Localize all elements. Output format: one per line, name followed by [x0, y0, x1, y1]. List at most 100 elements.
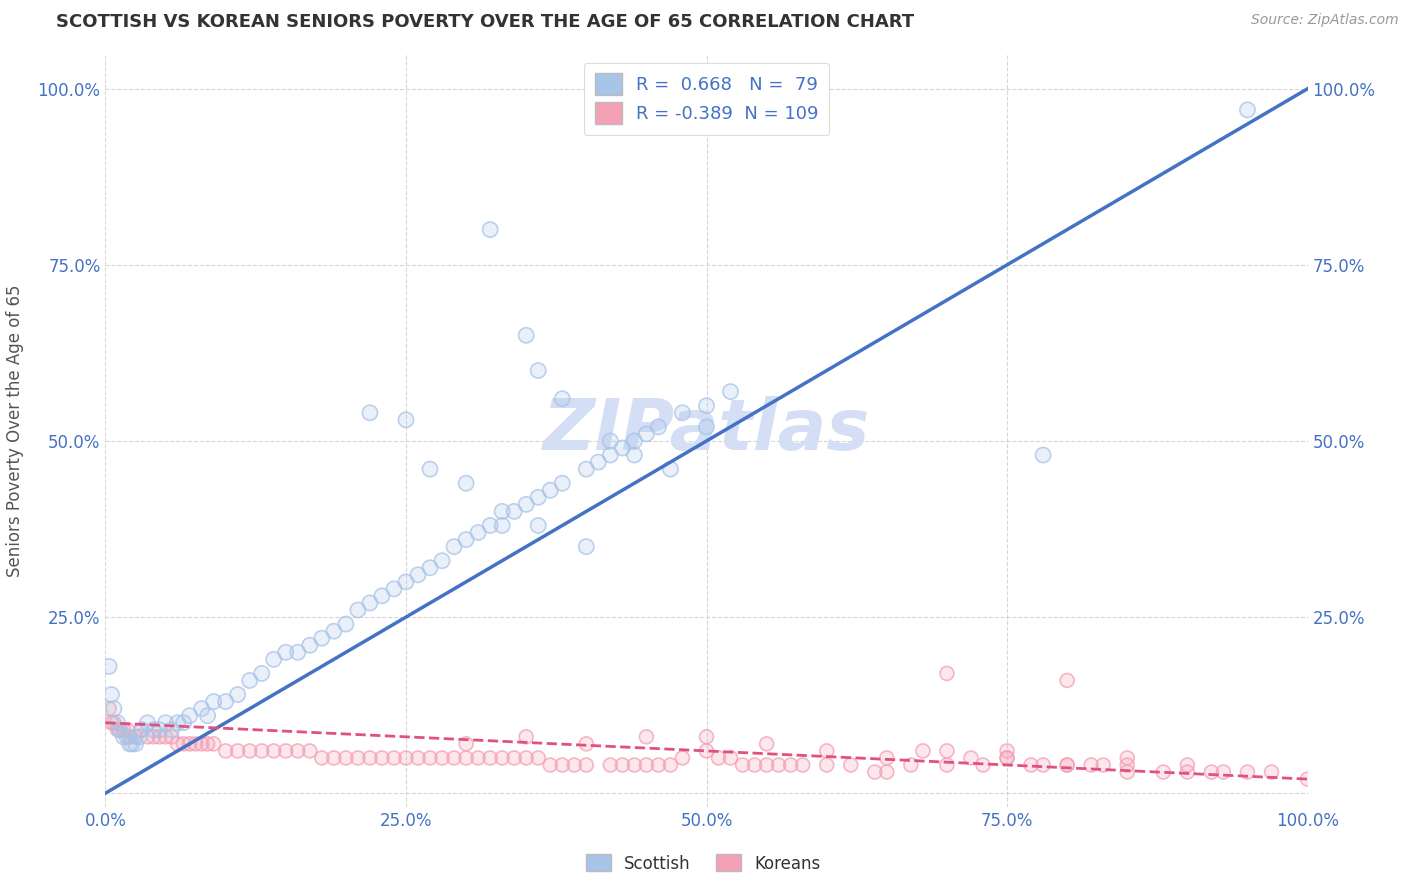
Point — [443, 540, 465, 554]
Point — [274, 645, 297, 659]
Point — [1032, 758, 1054, 772]
Point — [274, 744, 297, 758]
Point — [335, 751, 357, 765]
Point — [131, 723, 153, 737]
Point — [936, 666, 959, 681]
Point — [538, 483, 561, 498]
Point — [118, 737, 141, 751]
Point — [575, 737, 598, 751]
Point — [287, 744, 309, 758]
Point — [454, 737, 477, 751]
Point — [612, 441, 634, 455]
Point — [322, 751, 344, 765]
Point — [515, 328, 537, 343]
Point — [108, 723, 131, 737]
Point — [659, 462, 682, 476]
Point — [173, 737, 195, 751]
Point — [287, 744, 309, 758]
Point — [623, 434, 645, 448]
Point — [876, 765, 898, 780]
Point — [382, 751, 405, 765]
Point — [612, 758, 634, 772]
Point — [128, 730, 150, 744]
Point — [744, 758, 766, 772]
Point — [160, 730, 183, 744]
Point — [311, 751, 333, 765]
Point — [142, 723, 165, 737]
Point — [419, 560, 441, 574]
Point — [148, 723, 170, 737]
Point — [527, 518, 550, 533]
Point — [115, 730, 138, 744]
Point — [454, 751, 477, 765]
Point — [936, 744, 959, 758]
Point — [322, 624, 344, 639]
Point — [239, 744, 262, 758]
Point — [503, 751, 526, 765]
Point — [250, 744, 273, 758]
Point — [815, 758, 838, 772]
Point — [118, 730, 141, 744]
Point — [359, 751, 381, 765]
Point — [636, 758, 658, 772]
Point — [636, 426, 658, 441]
Point — [115, 723, 138, 737]
Point — [1056, 758, 1078, 772]
Point — [131, 723, 153, 737]
Point — [298, 744, 321, 758]
Point — [112, 723, 135, 737]
Point — [551, 476, 574, 491]
Point — [515, 730, 537, 744]
Point — [995, 751, 1018, 765]
Point — [1116, 751, 1139, 765]
Point — [960, 751, 983, 765]
Point — [491, 751, 513, 765]
Point — [454, 476, 477, 491]
Point — [148, 730, 170, 744]
Point — [707, 751, 730, 765]
Point — [142, 730, 165, 744]
Point — [1019, 758, 1042, 772]
Point — [226, 744, 249, 758]
Point — [696, 420, 718, 434]
Point — [1201, 765, 1223, 780]
Point — [839, 758, 862, 772]
Point — [128, 730, 150, 744]
Point — [430, 554, 453, 568]
Point — [503, 504, 526, 518]
Point — [131, 723, 153, 737]
Point — [503, 504, 526, 518]
Point — [298, 744, 321, 758]
Point — [551, 392, 574, 406]
Point — [647, 420, 669, 434]
Point — [779, 758, 801, 772]
Point — [696, 399, 718, 413]
Point — [108, 723, 131, 737]
Point — [671, 406, 693, 420]
Point — [491, 504, 513, 518]
Point — [250, 744, 273, 758]
Point — [239, 673, 262, 688]
Point — [311, 631, 333, 645]
Point — [911, 744, 934, 758]
Point — [214, 744, 236, 758]
Point — [972, 758, 994, 772]
Point — [575, 462, 598, 476]
Point — [406, 751, 429, 765]
Point — [538, 483, 561, 498]
Point — [731, 758, 754, 772]
Point — [347, 751, 370, 765]
Point — [538, 758, 561, 772]
Point — [107, 715, 129, 730]
Point — [599, 448, 621, 462]
Point — [1092, 758, 1115, 772]
Point — [371, 751, 394, 765]
Point — [454, 737, 477, 751]
Point — [900, 758, 922, 772]
Point — [876, 765, 898, 780]
Point — [112, 730, 135, 744]
Point — [1056, 758, 1078, 772]
Point — [1260, 765, 1282, 780]
Point — [755, 737, 778, 751]
Point — [155, 730, 177, 744]
